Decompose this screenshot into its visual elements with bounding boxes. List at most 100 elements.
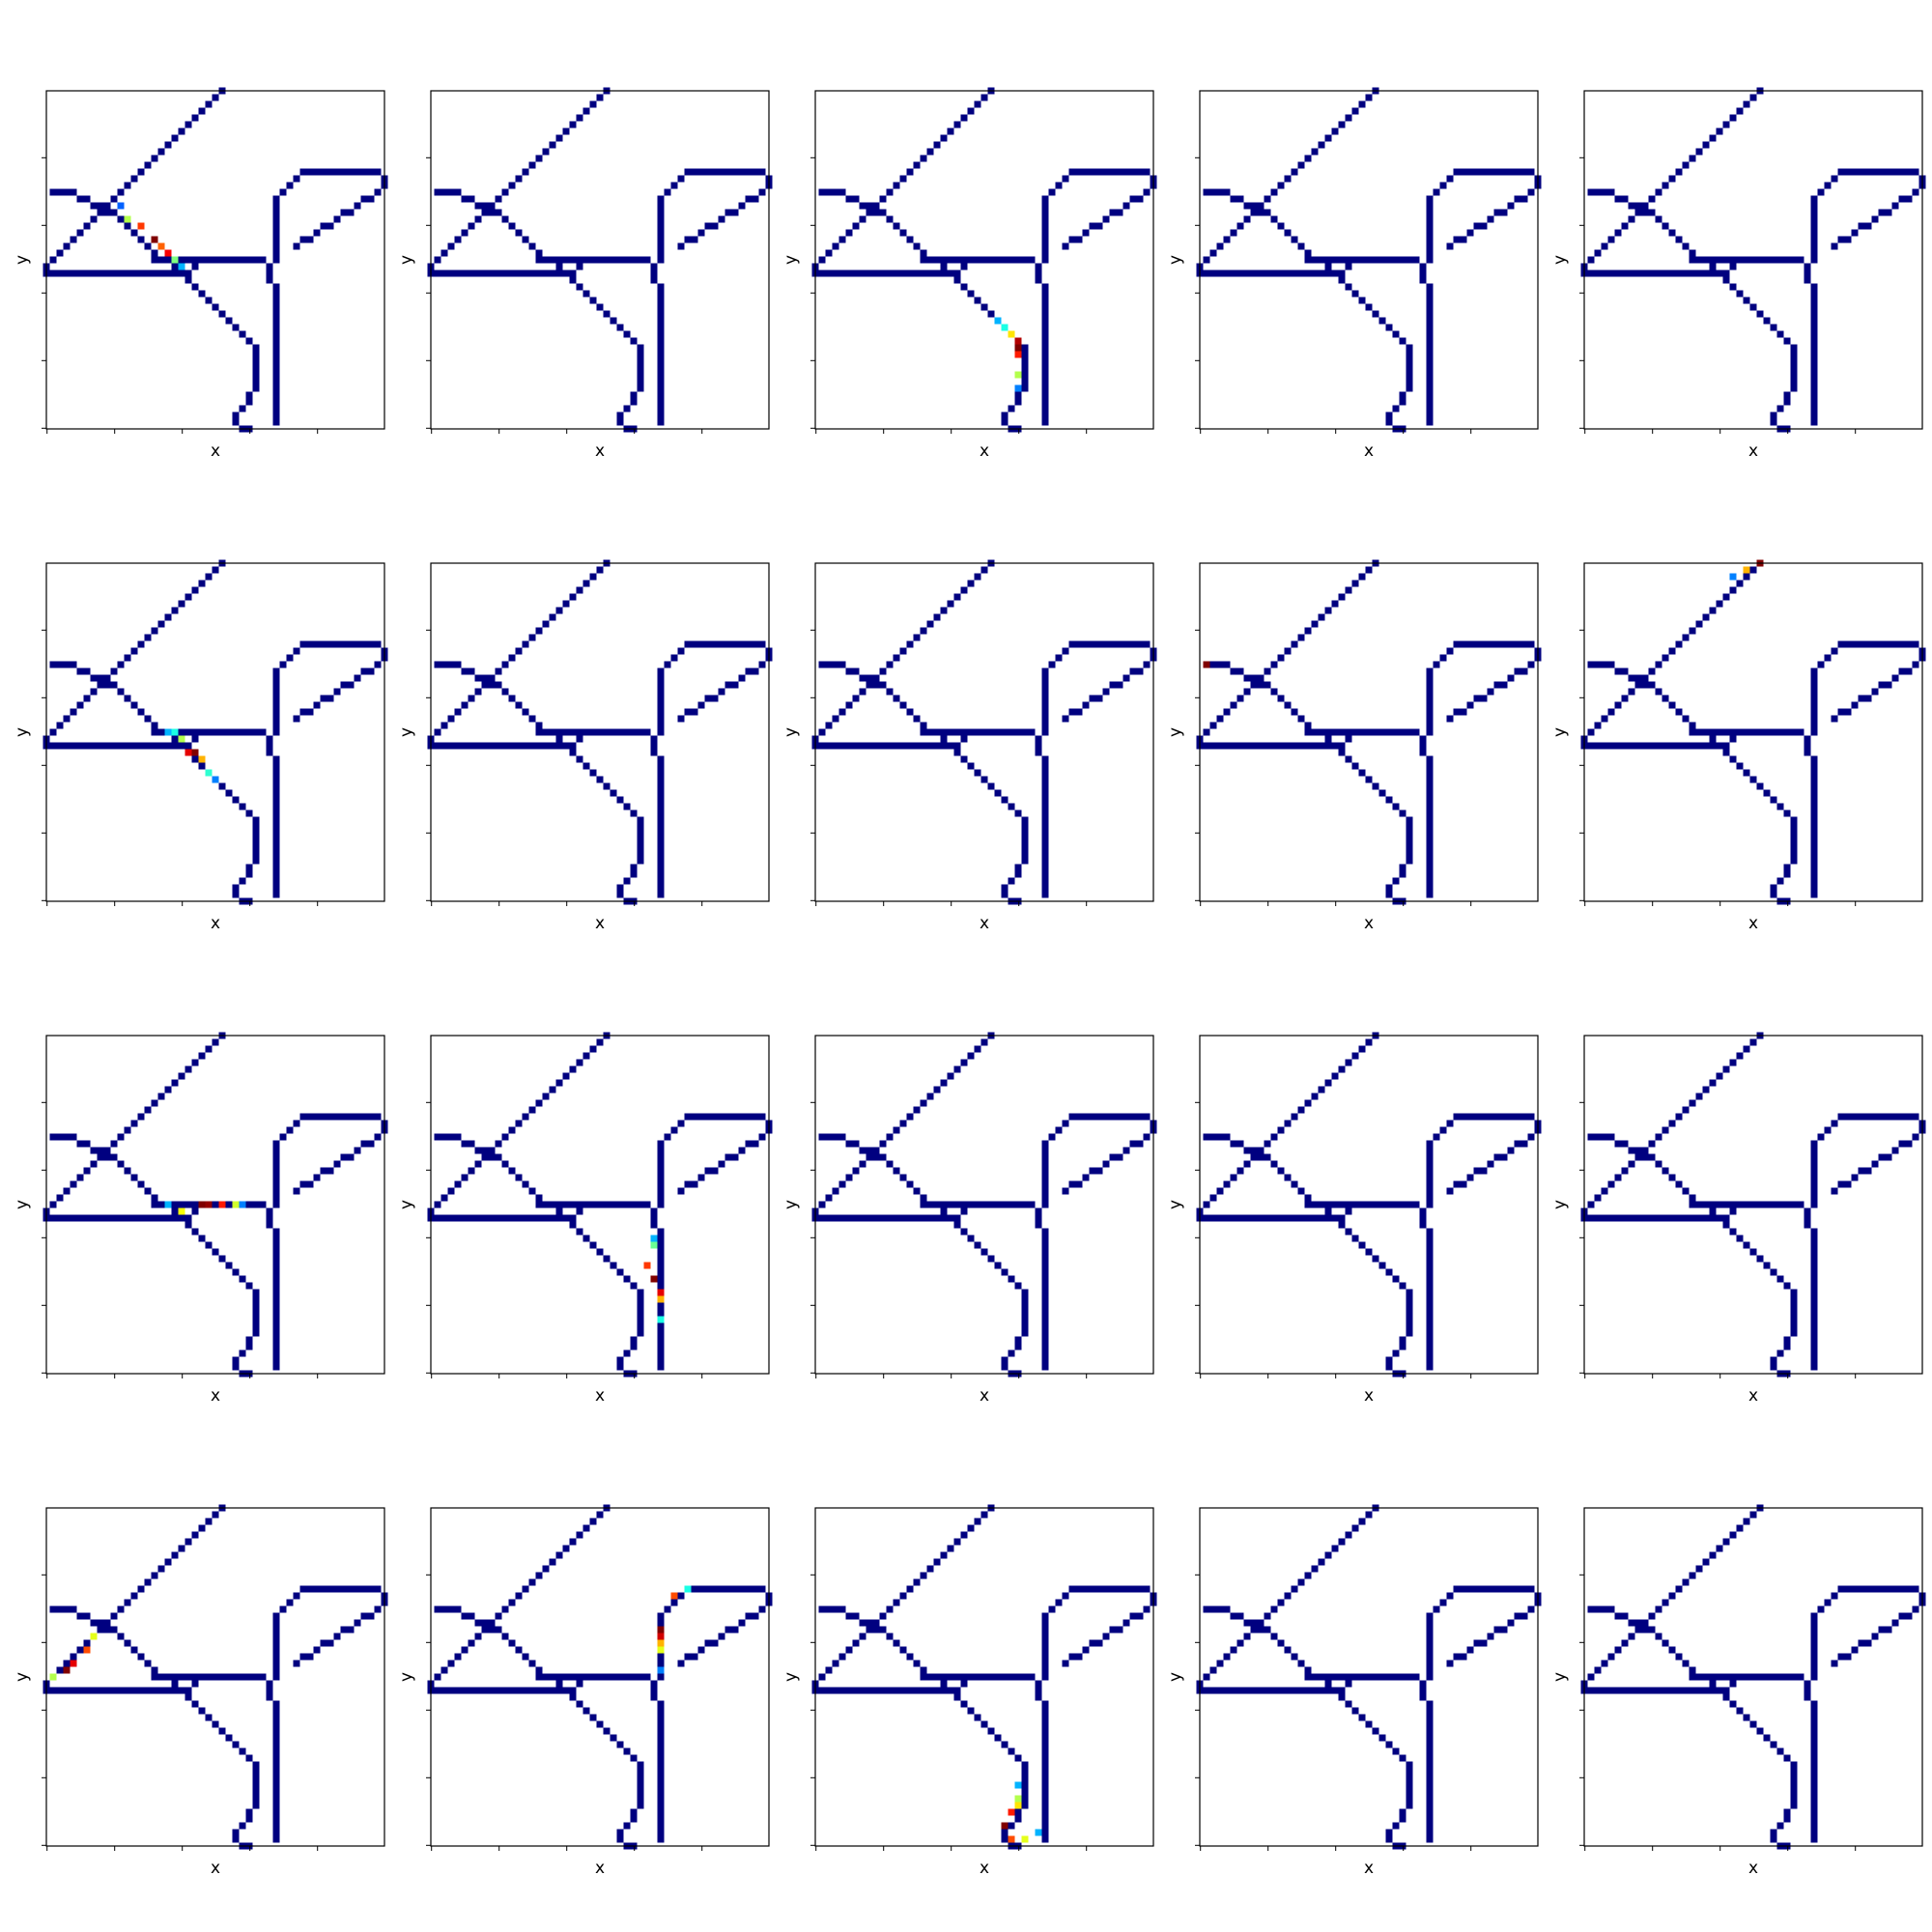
road-cell xyxy=(1338,1687,1346,1694)
axes-frame xyxy=(814,90,1154,430)
road-cell xyxy=(1776,405,1784,412)
road-cell xyxy=(1790,1775,1798,1782)
road-cell xyxy=(1426,870,1434,878)
road-cell xyxy=(1668,1592,1676,1600)
road-cell xyxy=(1041,837,1049,844)
road-cell xyxy=(616,1741,624,1748)
road-cell xyxy=(272,1329,280,1337)
road-cell xyxy=(630,870,638,878)
road-cell xyxy=(1628,202,1635,210)
road-cell xyxy=(980,1673,988,1681)
road-cell xyxy=(468,1167,475,1175)
road-cell xyxy=(191,586,199,594)
road-cell xyxy=(1041,1322,1049,1330)
road-cell xyxy=(1514,1140,1521,1148)
road-cell xyxy=(657,722,665,729)
road-cell xyxy=(164,1687,172,1694)
road-cell xyxy=(434,1673,441,1681)
road-cell xyxy=(582,1707,590,1715)
road-cell xyxy=(1102,688,1110,696)
road-cell xyxy=(454,1180,462,1188)
road-cell xyxy=(1250,209,1258,216)
road-cell xyxy=(272,1262,280,1269)
road-cell xyxy=(657,1343,665,1350)
road-cell xyxy=(1810,1343,1818,1350)
road-cell xyxy=(1041,344,1049,352)
road-cell xyxy=(1324,1551,1332,1559)
road-cell xyxy=(340,1153,348,1161)
road-cell xyxy=(522,1687,529,1694)
road-cell xyxy=(1230,1687,1237,1694)
road-cell xyxy=(1810,1653,1818,1661)
road-cell xyxy=(906,1687,914,1694)
road-cell xyxy=(569,1673,577,1681)
road-cell xyxy=(1520,668,1528,675)
road-cell xyxy=(1216,1187,1224,1195)
road-cell xyxy=(1871,168,1879,176)
road-cell xyxy=(1810,1815,1818,1823)
road-cell xyxy=(1810,1761,1818,1769)
road-cell xyxy=(1689,1666,1696,1674)
road-cell xyxy=(137,742,145,750)
road-cell xyxy=(468,1612,475,1620)
road-cell xyxy=(603,1255,611,1263)
road-cell xyxy=(218,310,226,318)
road-cell xyxy=(137,640,145,648)
road-cell xyxy=(549,1201,556,1208)
road-cell xyxy=(630,256,638,264)
road-cell xyxy=(76,1612,84,1620)
road-cell xyxy=(1749,1511,1757,1519)
road-cell xyxy=(1480,1167,1488,1175)
road-cell xyxy=(272,242,280,250)
road-cell xyxy=(926,1093,934,1100)
road-cell xyxy=(157,270,165,277)
road-cell xyxy=(657,1741,665,1748)
road-cell xyxy=(1270,1160,1278,1168)
road-cell xyxy=(1041,1255,1049,1263)
axes-frame xyxy=(430,1507,770,1847)
road-cell xyxy=(650,735,658,743)
road-cell xyxy=(1460,168,1467,176)
road-cell xyxy=(576,263,583,270)
road-cell xyxy=(535,1666,543,1674)
road-cell xyxy=(434,1201,441,1208)
road-cell xyxy=(434,188,441,196)
road-cell xyxy=(555,1201,563,1208)
road-cell xyxy=(596,303,604,311)
road-cell xyxy=(974,1045,981,1053)
road-cell xyxy=(1810,371,1818,379)
road-cell xyxy=(333,1113,341,1121)
road-cell xyxy=(1837,1585,1845,1593)
road-cell xyxy=(272,877,280,885)
road-cell xyxy=(1345,586,1352,594)
road-cell xyxy=(1230,1174,1237,1181)
road-cell xyxy=(76,195,84,203)
road-cell xyxy=(1662,742,1669,750)
road-cell xyxy=(1372,782,1379,790)
road-cell xyxy=(630,337,638,345)
road-cell xyxy=(1871,688,1879,696)
road-cell xyxy=(488,1147,496,1154)
road-cell xyxy=(164,1558,172,1566)
road-cell xyxy=(582,1235,590,1242)
road-cell xyxy=(1385,884,1393,892)
road-cell xyxy=(738,168,746,176)
road-cell xyxy=(1378,1201,1386,1208)
road-cell xyxy=(1426,1741,1434,1748)
road-cell xyxy=(1075,168,1083,176)
road-cell xyxy=(1406,364,1413,372)
road-cell xyxy=(1527,1605,1535,1613)
road-cell xyxy=(272,722,280,729)
road-cell xyxy=(1810,195,1818,203)
road-cell xyxy=(124,742,131,750)
road-cell xyxy=(731,1153,739,1161)
road-cell xyxy=(144,715,152,723)
road-cell xyxy=(1082,1646,1090,1654)
road-cell xyxy=(886,661,894,668)
road-cell xyxy=(440,722,448,729)
road-cell xyxy=(76,1174,84,1181)
road-cell xyxy=(1297,1214,1305,1222)
road-cell xyxy=(1021,1788,1029,1796)
road-cell xyxy=(266,1680,273,1688)
road-cell xyxy=(1419,735,1427,743)
